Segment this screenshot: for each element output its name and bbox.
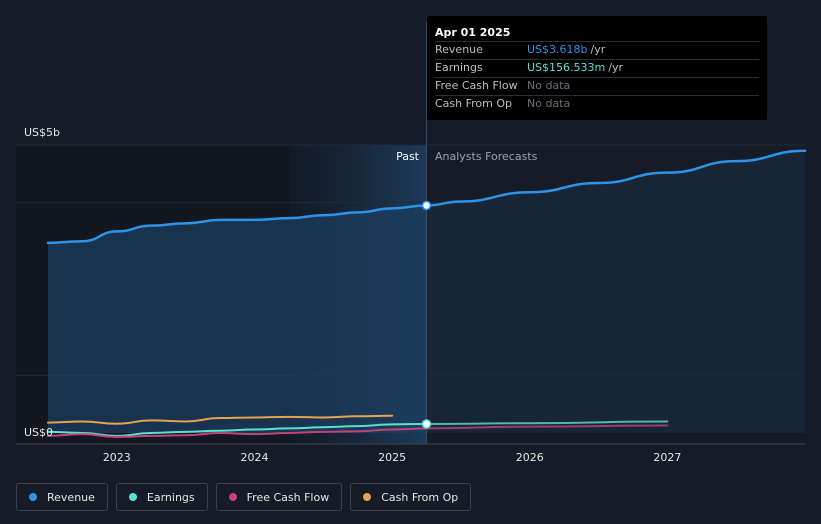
revenue-marker xyxy=(421,200,432,211)
tooltip-row-cash-from-op: Cash From Op No data xyxy=(435,95,759,113)
legend-label: Earnings xyxy=(146,490,195,504)
tooltip-row-revenue: Revenue US$3.618b /yr xyxy=(435,41,759,59)
legend-dot-icon xyxy=(228,493,237,501)
legend-dot-icon xyxy=(29,493,37,501)
tooltip-label: Free Cash Flow xyxy=(435,79,518,92)
tooltip-value: US$156.533m xyxy=(527,61,606,74)
cash-from-op-past-line xyxy=(47,414,394,425)
highlight-markers xyxy=(421,200,432,429)
legend: Revenue Earnings Free Cash Flow Cash Fro… xyxy=(16,483,479,511)
earnings-forecast-line xyxy=(425,420,669,426)
x-tick-label: 2026 xyxy=(516,451,544,464)
series-areas xyxy=(48,150,805,433)
legend-label: Cash From Op xyxy=(381,490,459,504)
tooltip: Apr 01 2025 Revenue US$3.618b /yr Earnin… xyxy=(427,16,767,120)
tooltip-row-free-cash-flow: Free Cash Flow No data xyxy=(435,77,759,95)
tooltip-value: No data xyxy=(527,97,571,110)
legend-item-earnings[interactable]: Earnings xyxy=(115,483,208,511)
x-tick-label: 2023 xyxy=(103,451,131,464)
tooltip-unit: /yr xyxy=(590,43,606,56)
legend-dot-icon xyxy=(363,493,372,501)
legend-dot-icon xyxy=(128,493,137,501)
tooltip-value: No data xyxy=(527,79,571,92)
tooltip-unit: /yr xyxy=(608,61,623,74)
legend-item-free-cash-flow[interactable]: Free Cash Flow xyxy=(215,483,343,511)
x-axis-ticks: 2023 2024 2025 2026 2027 xyxy=(103,451,682,464)
revenue-forecast-line xyxy=(425,149,807,207)
x-tick-label: 2024 xyxy=(240,451,268,464)
free-cash-flow-forecast-line xyxy=(425,424,669,430)
x-tick-label: 2027 xyxy=(653,451,681,464)
earnings-marker xyxy=(421,419,432,429)
tooltip-label: Earnings xyxy=(435,61,483,74)
series-lines xyxy=(46,149,807,439)
legend-item-cash-from-op[interactable]: Cash From Op xyxy=(350,483,472,511)
y-axis-bottom-label: US$0 xyxy=(24,426,53,439)
tooltip-date: Apr 01 2025 xyxy=(435,26,511,39)
legend-label: Revenue xyxy=(47,490,95,504)
tooltip-label: Cash From Op xyxy=(435,97,513,110)
tooltip-label: Revenue xyxy=(435,43,483,56)
tooltip-value: US$3.618b xyxy=(527,43,588,56)
earnings-past-line xyxy=(47,423,428,437)
legend-label: Free Cash Flow xyxy=(246,490,330,504)
revenue-past-area xyxy=(48,205,427,433)
free-cash-flow-past-line xyxy=(47,427,428,439)
tooltip-row-earnings: Earnings US$156.533m /yr xyxy=(435,59,759,77)
revenue-past-line xyxy=(46,204,428,245)
legend-item-revenue[interactable]: Revenue xyxy=(16,483,108,511)
past-label: Past xyxy=(396,150,420,163)
y-axis-top-label: US$5b xyxy=(24,126,60,139)
revenue-forecast-area xyxy=(426,150,805,433)
forecast-label: Analysts Forecasts xyxy=(435,150,538,163)
x-tick-label: 2025 xyxy=(378,451,406,464)
